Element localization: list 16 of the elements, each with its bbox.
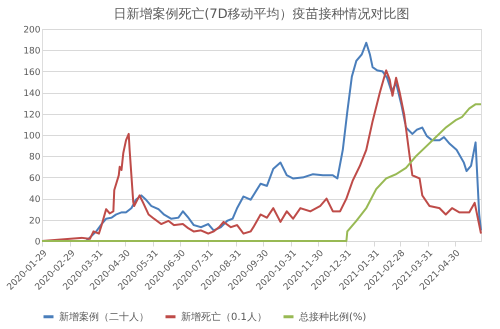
y-tick-label: 140 [23,89,41,100]
legend-label: 总接种比例(%) [298,310,366,323]
legend-label: 新增案例（二十人） [59,310,149,323]
y-tick-label: 80 [29,152,41,163]
y-tick-label: 120 [23,110,41,120]
y-tick-label: 200 [23,26,41,36]
y-tick-label: 60 [29,174,41,184]
y-tick-label: 20 [29,216,41,226]
y-tick-label: 180 [23,46,41,57]
y-tick-label: 100 [23,132,41,142]
line-series [41,103,482,242]
y-tick-label: 160 [23,68,41,78]
chart-title: 日新增案例死亡(7D移动平均）疫苗接种情况对比图 [113,6,410,22]
y-tick-label: 0 [34,238,41,248]
legend-label: 新增死亡（0.1人） [181,310,267,323]
y-tick-label: 40 [29,195,41,206]
